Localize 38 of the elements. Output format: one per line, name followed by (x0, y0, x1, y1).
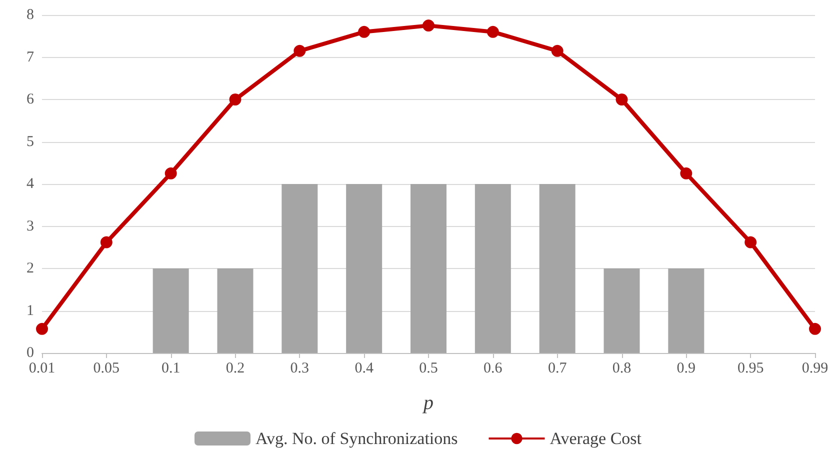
x-tick-label: 0.05 (93, 360, 120, 376)
point (229, 94, 242, 106)
y-tick-label: 4 (26, 176, 34, 192)
y-tick-label: 1 (26, 302, 34, 319)
x-tick-label: 0.01 (28, 360, 56, 376)
y-tick-label: 7 (26, 49, 34, 66)
x-tick-label: 0.1 (161, 360, 180, 376)
legend-label: Avg. No. of Synchronizations (256, 429, 458, 448)
point (680, 167, 692, 180)
point (36, 322, 48, 335)
point (809, 322, 821, 335)
x-tick-label: 0.6 (484, 360, 503, 376)
x-tick-label: 0.7 (548, 360, 568, 376)
point (164, 167, 177, 180)
x-tick-label: 0.2 (226, 360, 245, 376)
point (358, 26, 370, 38)
y-tick-label: 6 (26, 92, 34, 108)
point (294, 44, 306, 57)
point (422, 20, 434, 32)
y-tick-label: 0 (26, 345, 34, 361)
x-tick-label: 0.5 (419, 360, 438, 376)
point (744, 236, 757, 248)
y-tick-label: 8 (26, 7, 34, 23)
x-tick-label: 0.9 (676, 360, 696, 376)
point (486, 26, 499, 38)
x-tick-label: 0.95 (737, 360, 764, 376)
x-tick-label: 0.8 (612, 360, 632, 376)
x-tick-label: 0.99 (802, 360, 828, 376)
point (100, 236, 112, 248)
x-axis-title: p (422, 392, 434, 414)
x-tick-label: 0.3 (290, 360, 310, 376)
point (616, 94, 628, 106)
x-tick-label: 0.4 (354, 360, 374, 376)
legend-label: Average Cost (550, 429, 642, 448)
y-tick-label: 5 (26, 134, 34, 150)
point (551, 44, 564, 57)
y-tick-label: 2 (26, 260, 34, 276)
y-tick-label: 3 (26, 218, 34, 234)
